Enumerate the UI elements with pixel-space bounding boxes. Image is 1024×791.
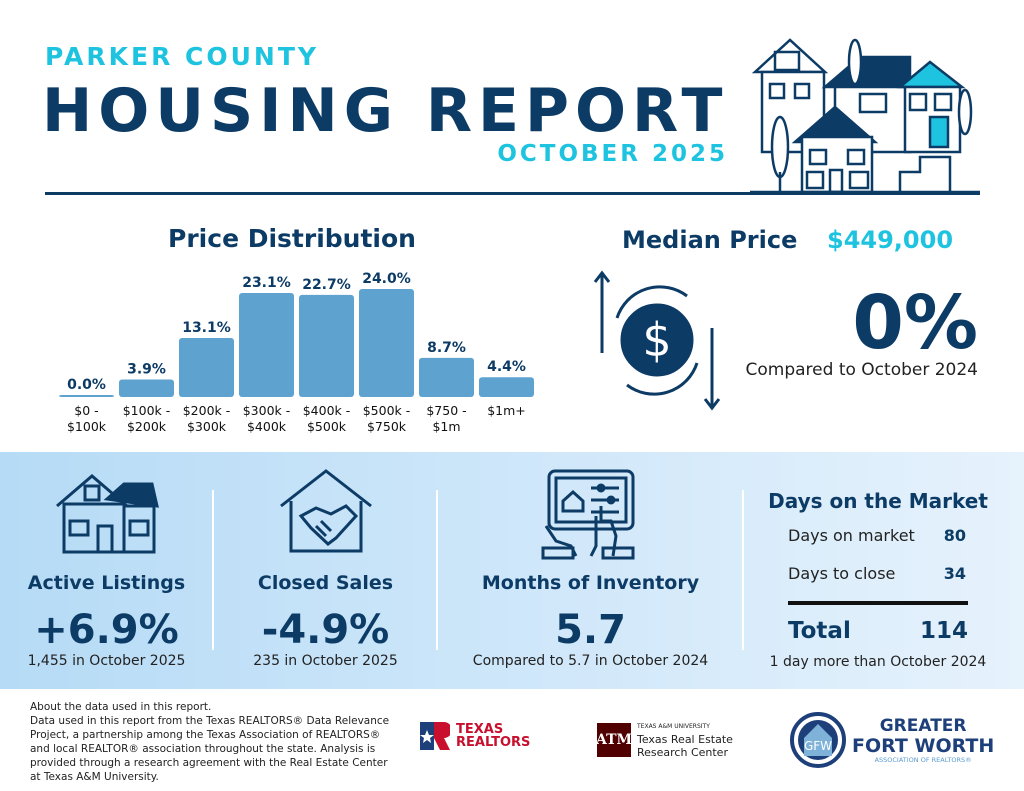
category-label: $400k - (303, 403, 351, 418)
stat-value: -4.9% (261, 607, 390, 653)
footer-heading: About the data used in this report. (30, 701, 212, 713)
stat-label: Months of Inventory (481, 572, 700, 594)
category-label: $500k - (363, 403, 411, 418)
data-label: 8.7% (427, 340, 466, 356)
bar (419, 357, 474, 397)
report-title: HOUSING REPORT (42, 76, 729, 146)
median-price-value: $449,000 (827, 226, 954, 254)
category-label: $1m+ (487, 403, 526, 418)
column-divider (742, 490, 744, 650)
category-label: $100k - (123, 403, 171, 418)
dom-row-label: Days to close (788, 564, 896, 583)
dom-note: 1 day more than October 2024 (769, 654, 987, 670)
header-divider (45, 192, 980, 195)
footer-disclaimer: About the data used in this report. Data… (30, 700, 400, 784)
median-compare: Compared to October 2024 (745, 360, 978, 380)
median-price-label: Median Price (622, 226, 798, 254)
category-label: $750 - (426, 403, 466, 418)
category-label: $200k - (183, 403, 231, 418)
stat-note: 1,455 in October 2025 (27, 653, 186, 669)
bar (359, 289, 414, 397)
houses-illustration-icon (750, 38, 980, 192)
handshake-house-icon (279, 469, 372, 553)
category-label: $100k (67, 419, 107, 434)
dom-total-divider (788, 601, 968, 605)
logo-text: TEXAS (456, 722, 504, 737)
dom-row: Days to close 34 (788, 564, 968, 583)
stat-label: Closed Sales (257, 572, 394, 594)
dom-total-label: Total (788, 618, 851, 644)
stat-label: Active Listings (27, 572, 186, 594)
data-label: 22.7% (302, 277, 351, 293)
dom-title: Days on the Market (768, 489, 988, 513)
category-label: $300k (187, 419, 227, 434)
logo-text: TEXAS A&M UNIVERSITY (637, 723, 710, 730)
house-icon (55, 474, 159, 554)
median-change: 0% (852, 280, 978, 366)
bar (119, 379, 174, 397)
stat-note: Compared to 5.7 in October 2024 (472, 653, 709, 669)
column-divider (436, 490, 438, 650)
dom-total: Total 114 (788, 618, 968, 644)
county-subtitle: PARKER COUNTY (45, 42, 320, 71)
chart-title: Price Distribution (168, 224, 416, 253)
category-label: $750k (367, 419, 407, 434)
column-divider (212, 490, 214, 650)
logo-text: FORT WORTH (852, 735, 995, 757)
stat-value: 5.7 (555, 607, 626, 653)
report-month: OCTOBER 2025 (497, 141, 728, 167)
stats-band (0, 452, 1024, 689)
category-label: $1m (432, 419, 460, 434)
bar (179, 338, 234, 397)
data-label: 23.1% (242, 275, 291, 291)
dom-total-value: 114 (919, 618, 968, 644)
category-label: $400k (247, 419, 287, 434)
bar (239, 293, 294, 397)
logo-text: REALTORS (456, 735, 531, 750)
data-label: 24.0% (362, 271, 411, 287)
category-label: $500k (307, 419, 347, 434)
data-label: 4.4% (487, 359, 526, 375)
bar (479, 377, 534, 397)
tablet-touch-icon (541, 469, 634, 560)
category-label: $0 - (74, 403, 98, 418)
dom-row: Days on market 80 (788, 526, 968, 545)
data-label: 3.9% (127, 361, 166, 377)
logo-text: Research Center (637, 746, 728, 759)
texas-realtors-logo: TEXAS REALTORS (420, 722, 530, 750)
dom-row-label: Days on market (788, 526, 915, 545)
category-label: $300k - (243, 403, 291, 418)
price-distribution-chart: 0.0% $0 -$100k 3.9% $100k -$200k 13.1% $200k … (59, 271, 534, 434)
dom-row-value: 34 (943, 564, 966, 583)
tamu-logo: ATM TEXAS A&M UNIVERSITY Texas Real Estat… (596, 720, 733, 759)
dollar-exchange-icon: $ (593, 270, 721, 411)
svg-text:$: $ (642, 313, 671, 367)
data-label: 13.1% (182, 320, 231, 336)
footer-body: Data used in this report from the Texas … (30, 715, 390, 783)
category-label: $200k (127, 419, 167, 434)
logo-text: GREATER (879, 716, 967, 736)
stat-note: 235 in October 2025 (253, 653, 398, 669)
data-label: 0.0% (67, 377, 106, 393)
logo-text: ASSOCIATION OF REALTORS® (874, 756, 972, 764)
stat-value: +6.9% (34, 607, 179, 653)
bar (299, 294, 354, 397)
dom-row-value: 80 (943, 526, 966, 545)
logo-text: Texas Real Estate (637, 733, 733, 746)
gfw-logo: GFW GREATER FORT WORTH ASSOCIATION OF REAL… (790, 712, 994, 768)
bar (59, 395, 114, 397)
svg-text:GFW: GFW (804, 739, 832, 753)
